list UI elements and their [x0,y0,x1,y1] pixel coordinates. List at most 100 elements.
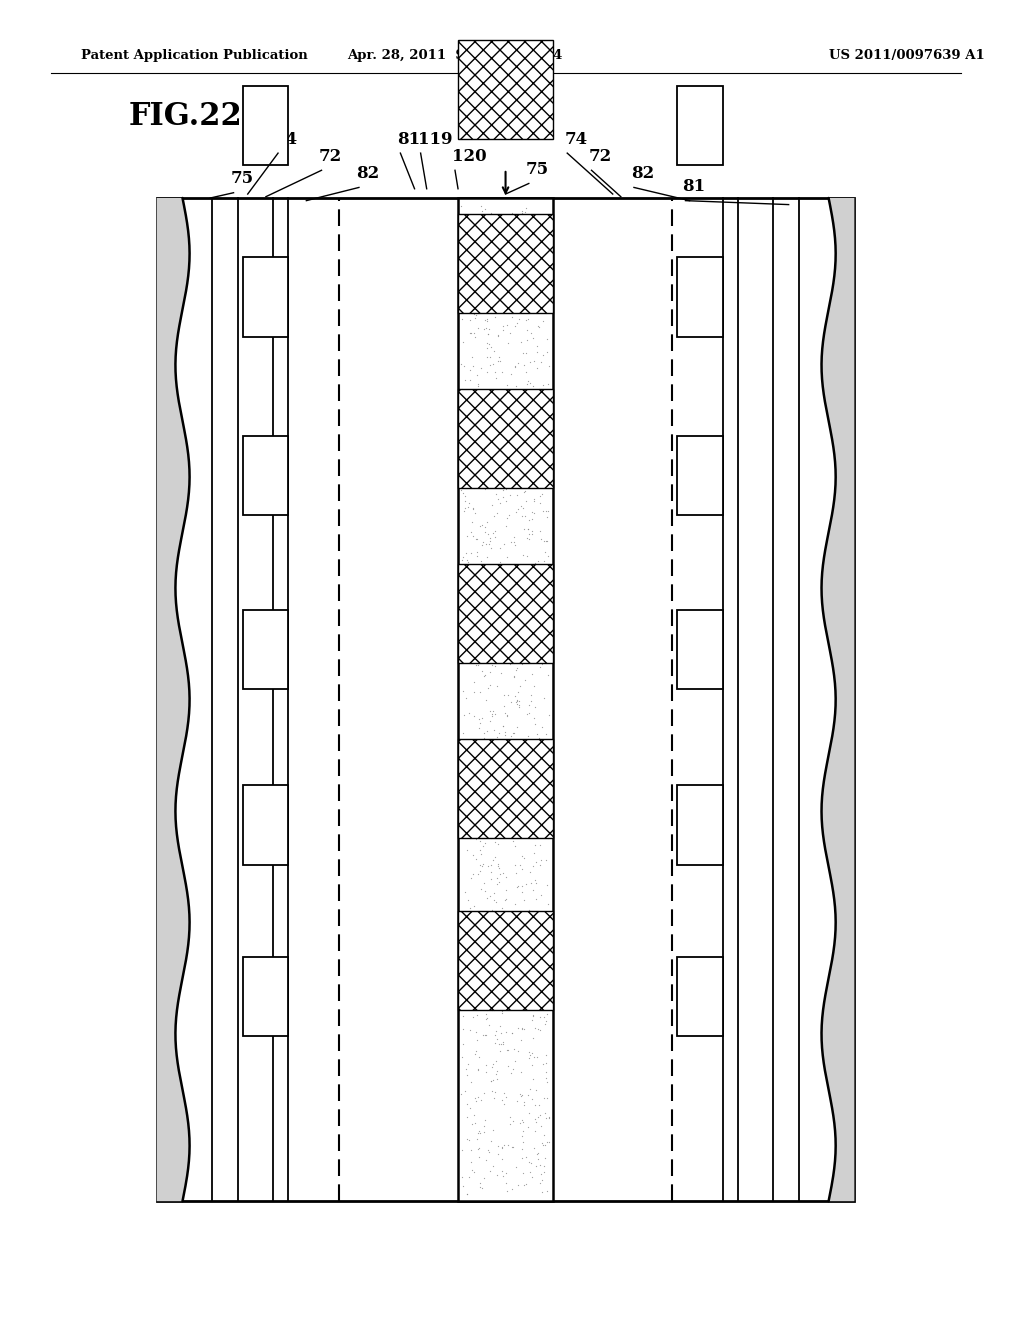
Point [503,263,519,284]
Point [467,503,483,524]
Point [479,751,496,772]
Point [461,816,477,837]
Bar [458,389,553,488]
Point [481,1142,498,1163]
Point [496,1082,512,1104]
Point [489,325,506,346]
Point [524,810,541,832]
Point [472,909,488,931]
Point [484,1080,501,1101]
Point [505,977,521,998]
Point [511,421,527,442]
Point [519,519,536,540]
Point [508,502,524,523]
Point [485,991,502,1012]
Point [489,799,506,820]
Point [475,531,492,552]
Point [454,239,470,260]
Point [528,407,545,428]
Point [535,1053,551,1074]
Point [456,451,472,473]
Point [517,923,534,944]
Point [457,290,473,312]
Point [520,523,537,544]
Point [516,202,532,223]
Point [470,1138,486,1159]
Point [540,374,556,395]
Point [498,639,514,660]
Point [500,333,516,354]
Text: 72: 72 [589,148,611,165]
Point [500,375,516,396]
Point [527,1155,544,1176]
Point [456,816,472,837]
Point [454,389,470,411]
Point [464,1114,480,1135]
Point [514,342,530,363]
Point [517,480,534,502]
Point [472,713,488,734]
Point [484,999,501,1020]
Point [456,355,472,376]
Point [475,557,492,578]
Point [503,363,519,384]
Point [475,917,492,939]
Point [511,309,527,330]
Point [506,639,522,660]
Point [483,861,500,882]
Point [486,719,503,741]
Point [481,466,498,487]
Point [482,1130,499,1151]
Point [495,862,511,883]
Point [496,929,512,950]
Point [457,961,473,982]
Point [458,731,474,752]
Point [463,793,479,814]
Point [525,327,542,348]
Point [527,1080,544,1101]
Point [493,1015,509,1036]
Point [472,1172,488,1193]
Point [532,977,549,998]
Point [466,322,482,343]
Point [481,528,498,549]
Point [463,521,479,543]
Point [454,550,470,572]
Point [504,279,520,300]
Point [476,873,493,894]
Point [499,704,515,725]
Point [536,267,552,288]
Point [471,990,487,1011]
Point [457,261,473,282]
Point [537,820,553,841]
Point [458,249,474,271]
Point [516,1092,532,1113]
Point [486,306,503,327]
Point [536,310,552,331]
Point [474,535,490,556]
Point [483,263,500,284]
Point [525,474,542,495]
Point [486,890,503,911]
Point [472,861,488,882]
Point [525,488,542,510]
Point [488,873,505,894]
Text: Patent Application Publication: Patent Application Publication [81,49,307,62]
Point [493,863,509,884]
Point [456,381,472,403]
Point [469,655,485,676]
Point [536,375,552,396]
Point [485,265,502,286]
Point [527,1107,544,1129]
Point [461,789,477,810]
Point [480,942,497,964]
Bar [458,214,553,313]
Point [514,1111,530,1133]
Point [538,1147,554,1168]
Point [482,923,499,944]
Point [472,830,488,851]
Point [467,849,483,870]
Point [517,917,534,939]
Polygon shape [821,198,854,1201]
Point [484,850,501,871]
